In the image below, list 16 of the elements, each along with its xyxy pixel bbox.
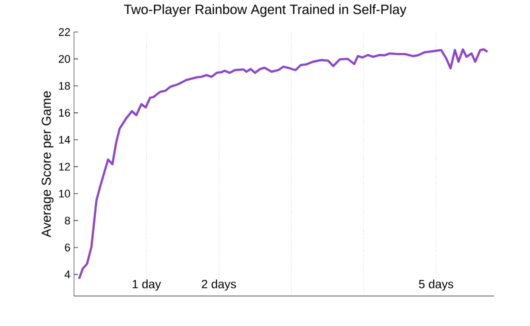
x-tick-label: 5 days	[418, 280, 454, 291]
y-tick-label: 4	[64, 270, 70, 278]
y-tick-label: 10	[59, 190, 70, 198]
y-tick-label: 22	[58, 28, 70, 36]
y-tick-label: 14	[59, 136, 70, 144]
y-tick-label: 20	[58, 55, 70, 63]
y-tick-label: 18	[59, 82, 70, 90]
y-tick-label: 6	[64, 244, 70, 252]
chart-title: Two-Player Rainbow Agent Trained in Self-Play	[124, 4, 406, 17]
y-tick-label: 8	[64, 216, 70, 224]
x-tick-label: 2 days	[202, 280, 236, 291]
line-series	[78, 48, 489, 280]
y-tick-label: 12	[59, 162, 70, 171]
y-tick-label: 16	[59, 108, 70, 117]
x-tick-label: 1 day	[132, 280, 161, 291]
y-axis-title: Average Score per Game	[42, 91, 54, 238]
